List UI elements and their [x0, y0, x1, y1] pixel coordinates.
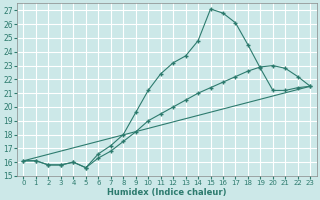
X-axis label: Humidex (Indice chaleur): Humidex (Indice chaleur) — [107, 188, 227, 197]
